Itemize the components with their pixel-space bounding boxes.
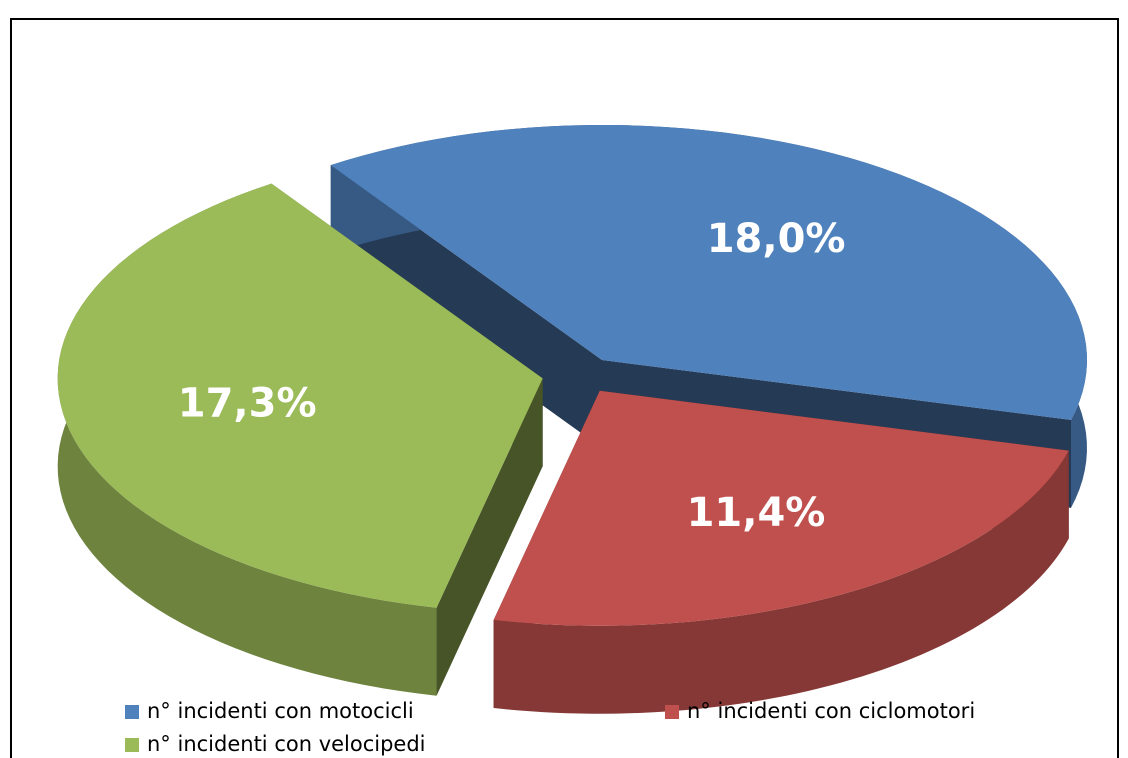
slice-wall <box>493 450 1069 714</box>
slice-top <box>330 125 1087 420</box>
data-label: 18,0% <box>707 216 846 262</box>
slice: 11,4% <box>493 390 1069 714</box>
slice-top <box>57 183 543 608</box>
data-label: 11,4% <box>687 490 826 536</box>
slice-top <box>493 390 1069 626</box>
legend-label: n° incidenti con ciclomotori <box>687 699 975 723</box>
slice-side <box>436 378 543 696</box>
legend-swatch <box>125 738 139 752</box>
legend-label: n° incidenti con motocicli <box>147 699 414 723</box>
slice: 17,3% <box>57 183 543 696</box>
data-label: 17,3% <box>178 380 317 426</box>
legend-swatch <box>665 705 679 719</box>
legend-swatch <box>125 705 139 719</box>
legend-label: n° incidenti con velocipedi <box>147 732 426 756</box>
chart-frame <box>10 18 1119 758</box>
